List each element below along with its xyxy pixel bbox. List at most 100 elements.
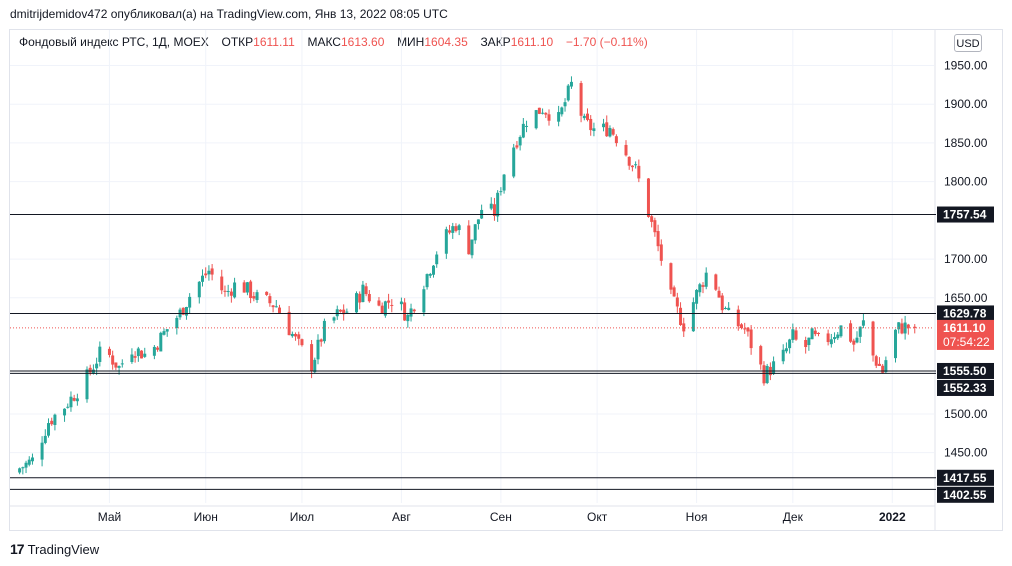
candle-body <box>355 293 358 313</box>
candle-body <box>881 365 885 373</box>
candle-body <box>650 216 654 222</box>
candle-body <box>691 302 695 332</box>
candle-body <box>894 329 897 359</box>
candle-body <box>467 225 471 255</box>
candle-body <box>432 265 435 275</box>
candle-body <box>791 329 795 340</box>
candle-body <box>784 348 788 352</box>
candle-body <box>435 254 439 265</box>
candle-body <box>858 326 862 337</box>
candle-body <box>473 224 477 241</box>
tradingview-name: TradingView <box>27 541 100 557</box>
candle-body <box>653 220 657 233</box>
candle-body <box>849 323 853 342</box>
candle-body <box>319 339 323 342</box>
candle-body <box>184 307 188 316</box>
candle-body <box>470 239 474 256</box>
candle-body <box>569 81 573 87</box>
candle-body <box>611 129 615 135</box>
candle-body <box>88 367 92 373</box>
candle-body <box>714 274 718 290</box>
candle-body <box>207 270 211 275</box>
candle-body <box>717 290 721 298</box>
y-tick-label: 1500.00 <box>944 407 988 421</box>
candle-body <box>201 275 204 282</box>
open-value: 1611.11 <box>253 35 295 49</box>
candle-body <box>265 291 269 295</box>
candle-body <box>66 406 70 408</box>
candle-body <box>630 165 634 168</box>
candle-body <box>403 302 407 321</box>
candle-body <box>422 289 426 313</box>
candle-body <box>159 332 163 352</box>
level-label-bg <box>937 469 994 486</box>
candle-body <box>534 110 538 129</box>
candle-body <box>499 191 503 193</box>
candle-body <box>566 85 570 101</box>
candle-body <box>310 344 314 372</box>
candle-body <box>409 308 413 317</box>
candle-body <box>255 292 259 301</box>
candle-body <box>181 307 185 315</box>
level-label: 1555.50 <box>943 364 987 378</box>
candle-body <box>582 115 586 119</box>
candle-body <box>342 309 346 315</box>
candle-body <box>18 468 22 473</box>
candle-body <box>720 295 724 311</box>
candle-body <box>826 333 830 343</box>
candle-body <box>762 365 766 384</box>
candle-body <box>367 293 371 302</box>
level-label-bg <box>937 362 994 379</box>
candle-body <box>252 296 256 299</box>
currency-button[interactable]: USD <box>954 34 982 52</box>
y-tick-label: 1700.00 <box>944 252 988 266</box>
candle-body <box>489 203 493 209</box>
candle-body <box>675 297 679 307</box>
candle-body <box>900 323 904 334</box>
candle-body <box>602 123 606 128</box>
candle-body <box>496 192 500 217</box>
candle-body <box>874 356 878 366</box>
candle-body <box>143 353 147 357</box>
candle-body <box>852 340 856 345</box>
candle-body <box>50 420 54 425</box>
candle-body <box>833 337 837 340</box>
level-label-bg <box>937 379 994 396</box>
level-label: 1417.55 <box>943 471 987 485</box>
tradingview-brand[interactable]: 17 TradingView <box>10 541 99 557</box>
chart-frame <box>9 29 1003 531</box>
change-value: −1.70 (−0.11%) <box>565 35 648 49</box>
candle-body <box>695 289 699 304</box>
candle-body <box>723 308 727 310</box>
candle-body <box>242 282 246 293</box>
x-tick-label: Окт <box>587 510 608 524</box>
candle-body <box>111 355 115 365</box>
candle-body <box>861 320 865 326</box>
level-label: 1629.78 <box>943 306 987 320</box>
candle-body <box>502 174 506 191</box>
candle-body <box>290 333 294 337</box>
candle-body <box>518 137 522 146</box>
candle-body <box>387 300 391 303</box>
candle-body <box>515 145 519 148</box>
candle-body <box>278 307 281 313</box>
candle-body <box>30 457 34 462</box>
candle-body <box>817 332 820 335</box>
candle-body <box>274 306 278 308</box>
candle-body <box>727 307 731 310</box>
candle-body <box>268 296 272 304</box>
candle-body <box>335 309 339 317</box>
candle-body <box>701 285 705 287</box>
candle-body <box>807 337 811 346</box>
candle-body <box>300 339 304 346</box>
candle-body <box>220 276 224 291</box>
candle-body <box>383 301 387 316</box>
candle-body <box>492 204 496 216</box>
low-value: 1604.35 <box>424 35 468 49</box>
level-label-bg <box>937 486 994 503</box>
candle-body <box>406 314 410 322</box>
candle-body <box>114 362 118 368</box>
candle-body <box>297 334 301 339</box>
candle-body <box>210 268 214 275</box>
